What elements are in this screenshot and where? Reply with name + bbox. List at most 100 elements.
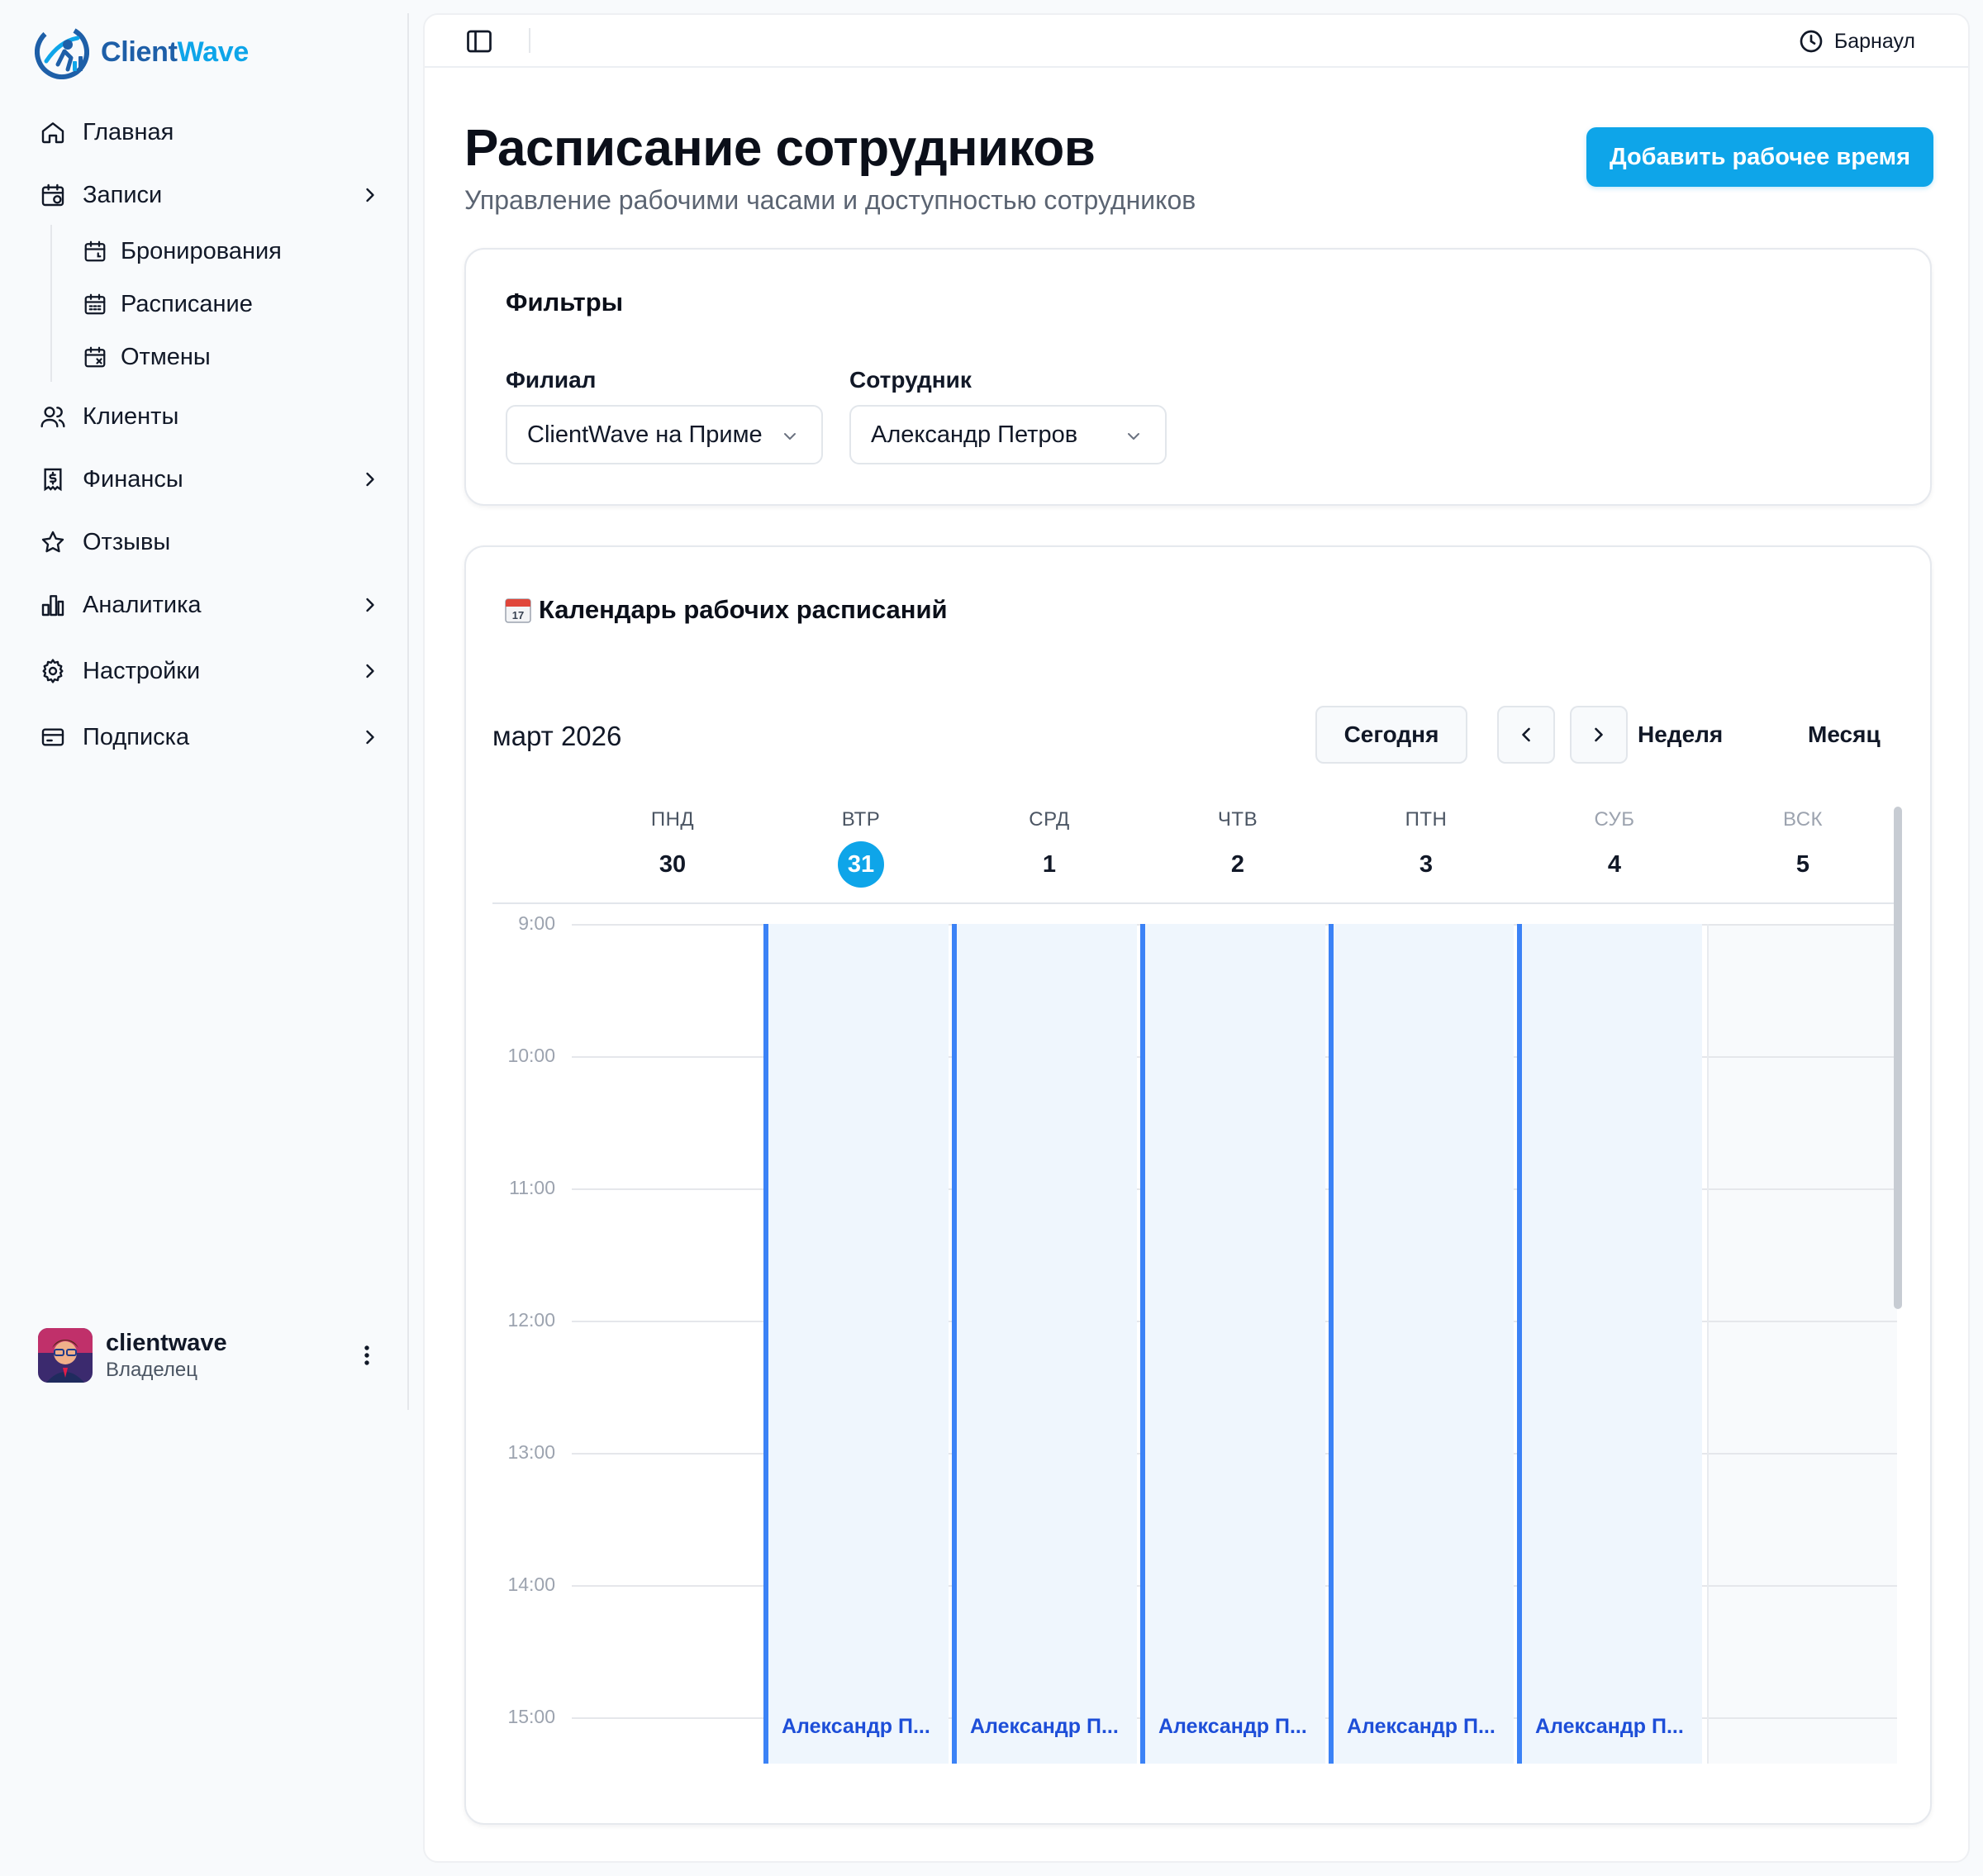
app-name: ClientWave — [101, 36, 250, 68]
sidebar: ClientWave Главная Записи Бронирования Р… — [0, 0, 408, 1876]
users-icon — [40, 407, 65, 428]
bar-chart-icon — [41, 595, 64, 617]
avatar — [38, 1328, 93, 1383]
user-info: clientwave Владелец — [106, 1330, 227, 1382]
today-button[interactable]: Сегодня — [1315, 706, 1467, 764]
time-label: 9:00 — [518, 912, 555, 934]
time-label: 14:00 — [507, 1574, 555, 1595]
timezone-selector[interactable]: Барнаул — [1798, 26, 1915, 56]
timezone-label: Барнаул — [1833, 29, 1915, 53]
view-month-button[interactable]: Месяц — [1808, 706, 1881, 764]
schedule-event-label: Александр П... — [970, 1715, 1119, 1738]
calendar-clock-icon — [84, 240, 106, 262]
sidebar-item-reviews[interactable]: Отзывы — [28, 517, 390, 567]
calendar-scrollbar[interactable] — [1894, 807, 1902, 1309]
user-name: clientwave — [106, 1329, 227, 1356]
filters-card: Фильтры Филиал ClientWave на Приме Сотру… — [464, 248, 1932, 506]
schedule-event-label: Александр П... — [1535, 1715, 1684, 1738]
add-work-time-button[interactable]: Добавить рабочее время — [1586, 127, 1933, 187]
day-name: ПТН — [1405, 808, 1448, 831]
chevron-right-icon[interactable] — [359, 593, 382, 617]
calendar-grid-icon — [84, 293, 106, 315]
employee-select-value: Александр Петров — [871, 421, 1078, 448]
sidebar-subitem-reservations[interactable]: Бронирования — [69, 228, 392, 274]
calendar-emoji-icon: 17 — [505, 598, 531, 623]
day-number: 4 — [1607, 851, 1622, 878]
sidebar-subitem-label: Отмены — [121, 343, 211, 370]
user-profile[interactable]: clientwave Владелец — [38, 1327, 385, 1383]
calendar-x-icon — [84, 346, 106, 368]
calendar-title: 17 Календарь рабочих расписаний — [504, 595, 948, 625]
day-header[interactable]: СРД 1 — [955, 795, 1144, 902]
sidebar-divider — [407, 13, 409, 1410]
day-name: СРД — [1029, 808, 1070, 831]
time-label: 11:00 — [509, 1177, 555, 1198]
schedule-event-label: Александр П... — [1158, 1715, 1307, 1738]
week-time-grid: 9:00 10:00 11:00 12:00 13:00 14:00 15:00 Алекса… — [492, 904, 1897, 1764]
sidebar-item-finance[interactable]: Финансы — [28, 455, 390, 504]
day-header[interactable]: ВТР 31 — [767, 795, 955, 902]
view-week-button[interactable]: Неделя — [1638, 706, 1723, 764]
sidebar-item-bookings[interactable]: Записи — [28, 170, 390, 220]
day-name: СУБ — [1594, 808, 1635, 831]
schedule-event[interactable]: Александр П... — [1140, 924, 1325, 1764]
sidebar-toggle-icon[interactable] — [464, 26, 494, 56]
sidebar-subitem-label: Бронирования — [121, 237, 282, 264]
sidebar-item-label: Настройки — [83, 657, 201, 684]
sidebar-item-label: Записи — [83, 181, 163, 208]
sidebar-item-label: Отзывы — [83, 528, 171, 555]
schedule-event[interactable]: Александр П... — [952, 924, 1137, 1764]
schedule-event[interactable]: Александр П... — [1329, 924, 1514, 1764]
sidebar-subitem-schedule[interactable]: Расписание — [69, 281, 392, 327]
gear-icon — [42, 659, 64, 683]
chevron-right-icon[interactable] — [359, 659, 382, 683]
next-week-button[interactable] — [1570, 706, 1628, 764]
page-title: Расписание сотрудников — [464, 120, 1096, 177]
topbar-divider — [529, 28, 530, 53]
sidebar-item-label: Главная — [83, 118, 174, 145]
schedule-event[interactable]: Александр П... — [1517, 924, 1702, 1764]
current-month-label: март 2026 — [492, 721, 622, 751]
employee-select[interactable]: Александр Петров — [849, 405, 1167, 464]
svg-text:17: 17 — [512, 609, 524, 621]
schedule-event[interactable]: Александр П... — [763, 924, 949, 1764]
week-header: ПНД 30 ВТР 31 СРД 1 ЧТВ 2 ПТН 3 СУБ 4 ВСК 5 — [492, 795, 1897, 904]
sidebar-item-settings[interactable]: Настройки — [28, 646, 390, 696]
more-vertical-icon[interactable] — [352, 1340, 382, 1370]
day-header[interactable]: ПТН 3 — [1332, 795, 1520, 902]
page-subtitle: Управление рабочими часами и доступность… — [464, 185, 1196, 215]
sidebar-subitem-label: Расписание — [121, 290, 253, 317]
credit-card-icon — [41, 728, 64, 746]
chevron-right-icon[interactable] — [359, 183, 382, 207]
sidebar-item-home[interactable]: Главная — [28, 107, 390, 157]
sidebar-subitem-cancellations[interactable]: Отмены — [69, 334, 392, 380]
app-logo[interactable]: ClientWave — [35, 25, 249, 79]
schedule-event-label: Александр П... — [782, 1715, 930, 1738]
sidebar-item-label: Аналитика — [83, 591, 202, 618]
day-header[interactable]: ЧТВ 2 — [1144, 795, 1332, 902]
sidebar-item-subscription[interactable]: Подписка — [28, 712, 390, 762]
branch-select[interactable]: ClientWave на Приме — [506, 405, 823, 464]
day-header[interactable]: ПНД 30 — [578, 795, 767, 902]
sidebar-item-clients[interactable]: Клиенты — [28, 392, 390, 441]
chevron-left-icon — [1522, 727, 1530, 742]
topbar: Барнаул — [425, 15, 1968, 68]
calendar-card: 17 Календарь рабочих расписаний март 202… — [464, 545, 1932, 1825]
filters-title: Фильтры — [506, 288, 624, 317]
sidebar-item-label: Подписка — [83, 723, 190, 750]
time-label: 15:00 — [507, 1706, 555, 1727]
day-header[interactable]: СУБ 4 — [1520, 795, 1709, 902]
clientwave-logo-icon — [35, 25, 89, 79]
today-date-badge: 31 — [838, 841, 884, 888]
chevron-right-icon[interactable] — [359, 726, 382, 749]
chevron-right-icon[interactable] — [359, 468, 382, 491]
schedule-event-label: Александр П... — [1347, 1715, 1496, 1738]
chevron-down-icon — [784, 433, 796, 440]
home-icon — [41, 122, 64, 144]
prev-week-button[interactable] — [1497, 706, 1555, 764]
sidebar-item-label: Финансы — [83, 465, 183, 493]
day-name: ПНД — [650, 808, 695, 831]
day-header[interactable]: ВСК 5 — [1709, 795, 1897, 902]
sidebar-item-analytics[interactable]: Аналитика — [28, 580, 390, 630]
day-name: ВСК — [1782, 808, 1824, 831]
